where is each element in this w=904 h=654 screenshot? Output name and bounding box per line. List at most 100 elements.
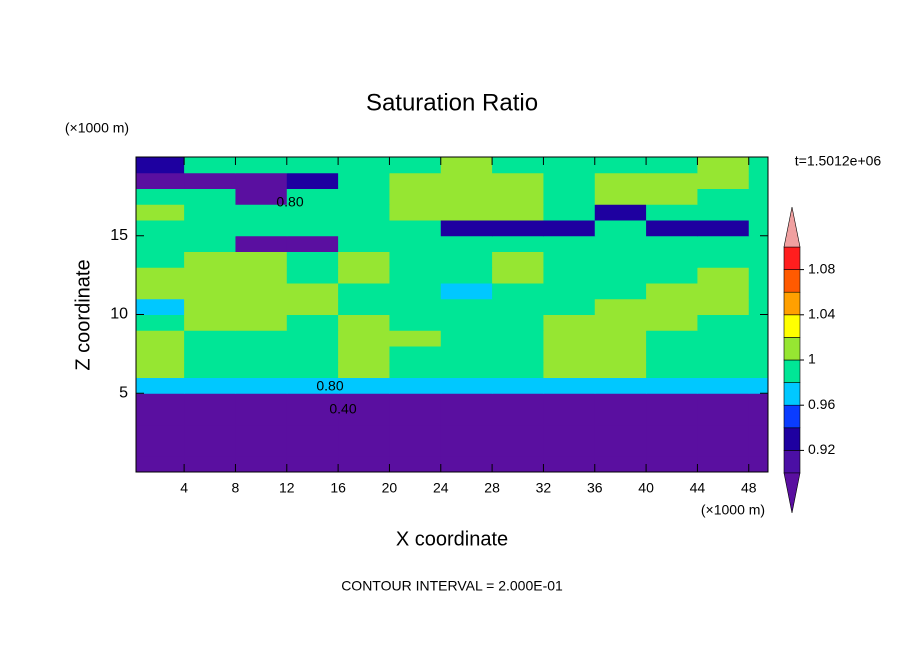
contour-cell [748,298,768,315]
contour-cell [235,440,288,457]
contour-cell [697,188,750,205]
x-tick-label: 20 [382,480,398,496]
contour-cell [748,157,768,174]
contour-cell [440,393,493,410]
y-tick-label: 15 [110,227,128,244]
contour-cell [136,220,185,237]
contour-cell [440,361,493,378]
contour-cell [646,220,698,237]
contour-cell [646,204,698,221]
contour-cell [286,314,339,331]
contour-cell [543,172,596,189]
contour-cell [136,424,185,441]
contour-cell [697,440,750,457]
contour-cell [338,409,390,426]
contour-cell [543,393,596,410]
contour-cell [184,377,236,394]
contour-cell [286,377,339,394]
contour-cell [697,157,750,174]
x-tick-label: 8 [232,480,240,496]
contour-cell [286,330,339,347]
contour-cell [338,157,390,174]
contour-cell [492,361,544,378]
contour-cell [697,346,750,363]
x-unit: (×1000 m) [701,502,765,518]
contour-cell [543,314,596,331]
contour-cell [594,314,647,331]
contour-cell [646,251,698,268]
contour-cell [184,424,236,441]
contour-cell [492,235,544,252]
contour-cell [184,361,236,378]
contour-cell [389,409,442,426]
contour-cell [136,393,185,410]
contour-cell [594,267,647,284]
contour-cell [543,346,596,363]
contour-cell [286,283,339,300]
contour-cell [136,346,185,363]
contour-cell [697,361,750,378]
contour-cell [492,377,544,394]
contour-cell [594,393,647,410]
contour-cell [594,235,647,252]
contour-cell [543,330,596,347]
contour-cell [492,204,544,221]
contour-cell [543,361,596,378]
contour-cell [389,283,442,300]
contour-cell [594,361,647,378]
contour-cell [543,188,596,205]
contour-cell [440,188,493,205]
contour-cell [389,330,442,347]
contour-cell [697,409,750,426]
contour-cell [286,235,339,252]
contour-cell [646,267,698,284]
contour-cell [594,220,647,237]
contour-cell [748,204,768,221]
contour-cell [543,298,596,315]
contour-cell [338,330,390,347]
colorbar-tick-label: 1.04 [808,306,835,322]
contour-cell [338,204,390,221]
contour-cell [389,251,442,268]
colorbar-segment [783,450,801,474]
contour-cell [440,346,493,363]
contour-cell [748,235,768,252]
contour-cell [136,377,185,394]
contour-cell [235,409,288,426]
contour-cell [594,157,647,174]
contour-cell [338,188,390,205]
contour-cell [338,298,390,315]
contour-cell [440,298,493,315]
contour-cell [440,377,493,394]
contour-cell [286,440,339,457]
contour-cell [235,220,288,237]
contour-cell [389,298,442,315]
contour-cell [697,314,750,331]
contour-cell [646,440,698,457]
contour-cell [543,157,596,174]
contour-cell [184,346,236,363]
contour-cell [594,172,647,189]
contour-cell [697,424,750,441]
contour-cell [440,235,493,252]
contour-cell [184,393,236,410]
contour-cell [286,346,339,363]
contour-cell [646,172,698,189]
contour-cell [338,346,390,363]
contour-cell [646,188,698,205]
chart-title: Saturation Ratio [366,89,538,116]
contour-cell [136,298,185,315]
contour-cell [338,283,390,300]
contour-cell [184,235,236,252]
contour-cell [440,220,493,237]
colorbar-tick-label: 0.96 [808,396,835,412]
contour-cell [748,440,768,457]
contour-cell [748,393,768,410]
contour-cell [697,330,750,347]
contour-cell [389,346,442,363]
contour-cell [338,172,390,189]
contour-label: 0.80 [316,378,343,394]
contour-cell [492,267,544,284]
contour-cell [748,361,768,378]
contour-cell [338,393,390,410]
